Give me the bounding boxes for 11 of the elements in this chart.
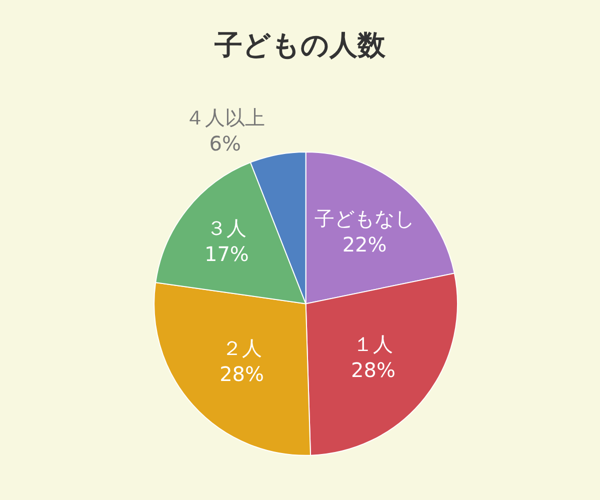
slice-label: １人 xyxy=(353,332,394,356)
data-label: 22% xyxy=(342,232,387,257)
slice-label: 子どもなし xyxy=(314,206,415,231)
data-label: 6% xyxy=(209,131,242,156)
chart-title: 子どもの人数 xyxy=(214,28,386,62)
slice-label: ３人 xyxy=(206,216,247,240)
data-label: 17% xyxy=(204,242,249,266)
data-label: 28% xyxy=(351,358,396,382)
slice-label: ２人 xyxy=(222,336,262,360)
data-label: 28% xyxy=(220,362,264,386)
slice-label: ４人以上 xyxy=(185,105,266,130)
